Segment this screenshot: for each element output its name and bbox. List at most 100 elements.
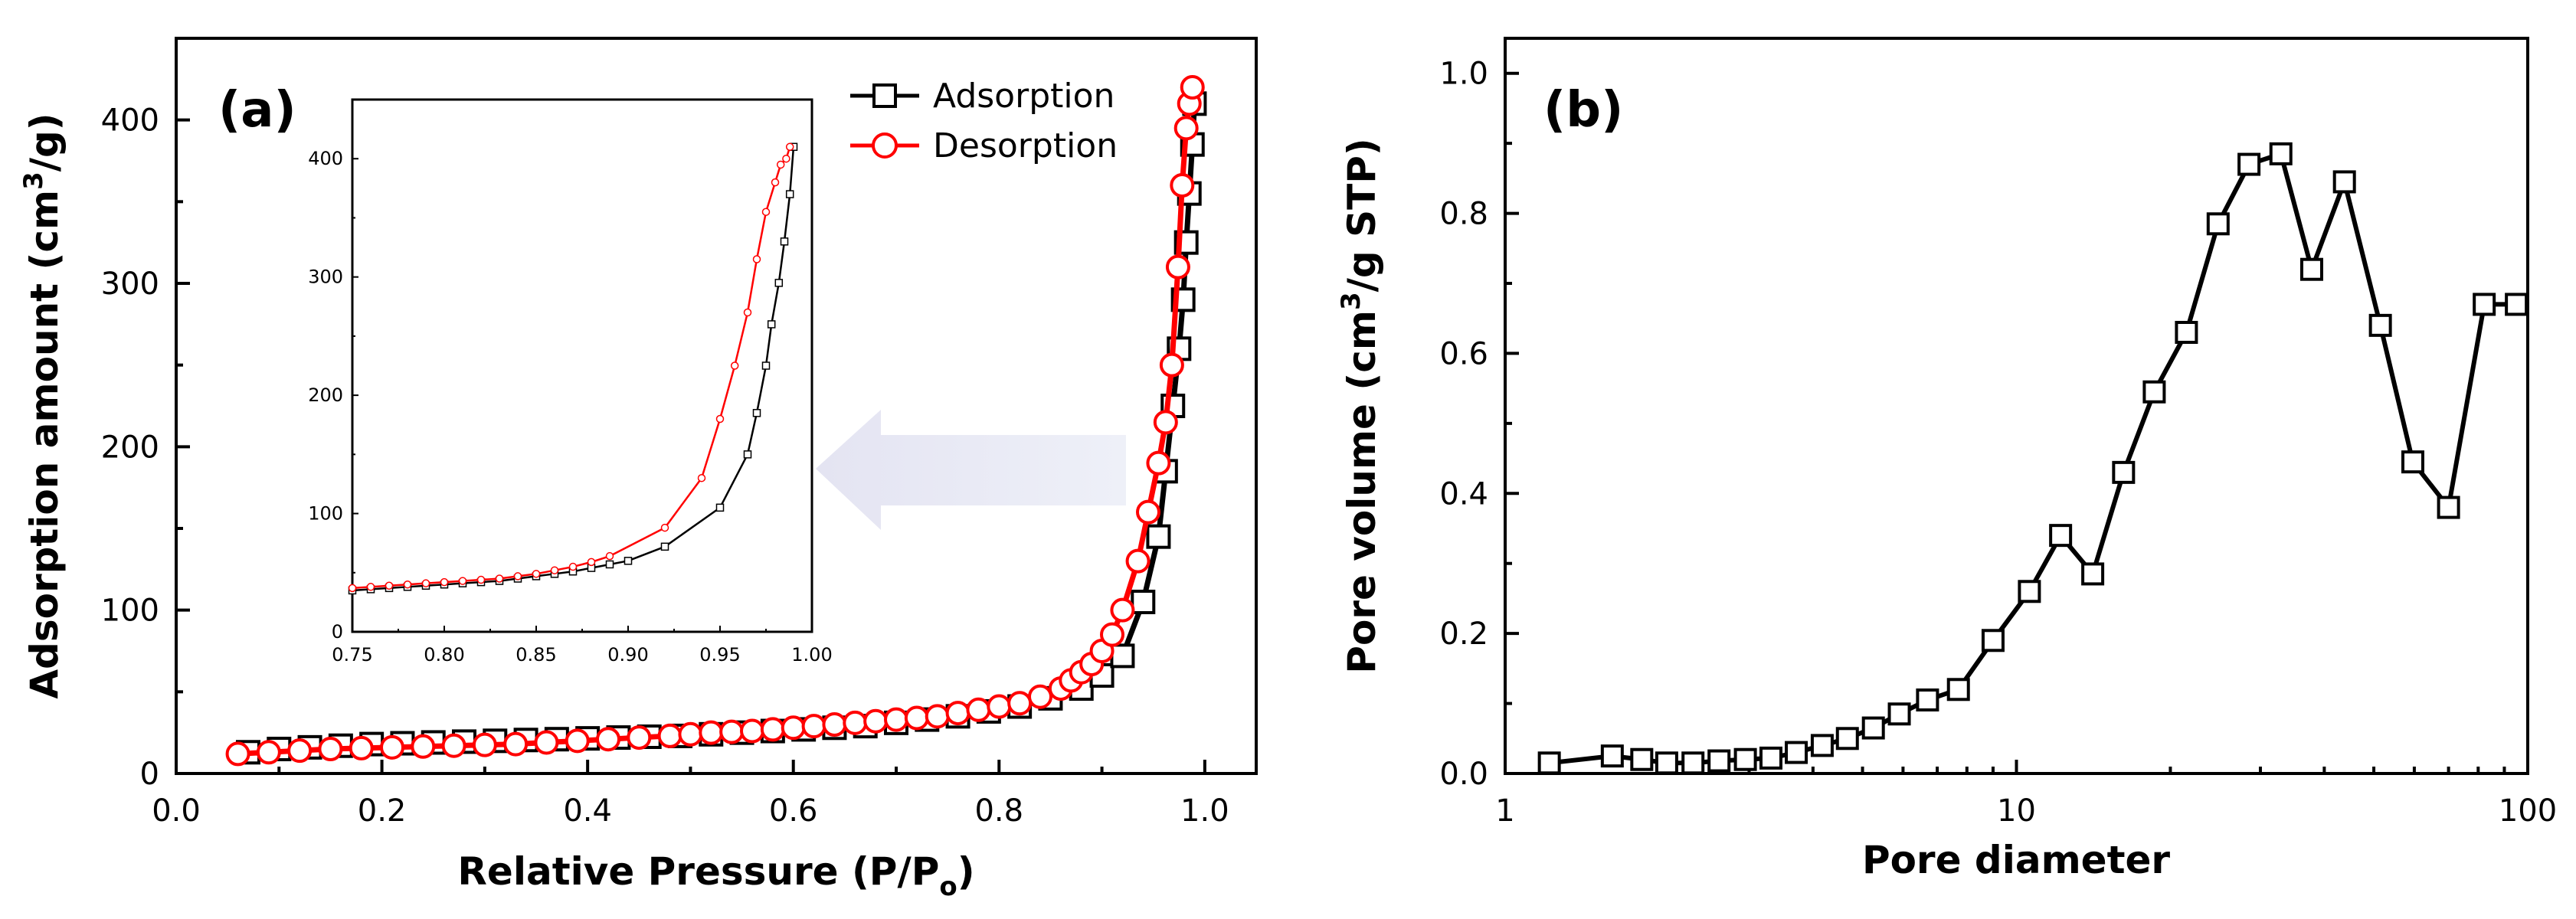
data-point [2332,170,2356,194]
data-point [743,450,752,459]
data-point [660,542,669,551]
y-tick-label: 1.0 [1439,57,1488,92]
data-point [605,560,614,569]
legend-adsorption-label: Adsorption [933,77,1115,116]
panel-a-x-axis: 0.0 0.2 0.4 0.6 0.8 1.0 [152,760,1229,829]
y-tick-label: 300 [101,267,159,302]
data-point [2206,212,2230,236]
data-point [715,414,725,424]
x-tick-label: 0.90 [607,644,648,666]
data-point [2112,460,2136,484]
y-tick-label: 400 [308,148,343,169]
data-point [781,715,806,741]
panel-a-x-axis-label: Relative Pressure (P/Po) [457,849,974,902]
data-point [801,714,826,739]
data-point [1146,524,1171,549]
data-point [348,584,357,593]
data-point [366,583,375,591]
data-point [2401,450,2424,474]
inset-frame [351,98,813,633]
data-point [534,730,559,755]
panel-b-y-axis-label: Pore volume (cm3/g STP) [1336,138,1384,673]
data-point [767,320,776,329]
y-tick-label: 0.0 [1439,757,1488,792]
data-point [1916,688,1939,711]
data-point [966,697,991,722]
panel-b-y-axis: 0.0 0.2 0.4 0.6 0.8 1.0 [1439,57,1519,792]
data-point [421,579,430,587]
arrow-to-inset-shape [816,410,1126,530]
data-point [780,237,789,246]
data-point [565,728,590,754]
data-point [2505,293,2529,316]
data-point [822,712,847,737]
data-point [318,737,343,761]
y-tick-label: 100 [101,594,159,629]
series-line [1549,151,2517,766]
data-point [1655,751,1678,775]
data-point [2473,293,2496,316]
y-tick-label: 0.4 [1439,476,1488,512]
data-point [1173,116,1199,141]
x-tick-label: 10 [1997,793,2036,829]
x-tick-label: 0.6 [769,793,818,829]
data-point [2368,313,2392,337]
data-point [256,740,281,765]
data-point [782,154,790,163]
legend-desorption-label: Desorption [933,126,1118,165]
data-point [715,503,725,512]
data-point [697,473,706,482]
panel-a-y-axis: 0 100 200 300 400 [101,103,190,792]
panel-b: 1 10 100 0.0 0.2 0.4 0.6 0.8 1.0 (b) Pore diame… [1336,37,2557,882]
data-point [1153,410,1178,435]
data-point [1173,230,1199,255]
data-point [740,718,764,744]
data-point [945,701,971,726]
data-point [411,734,436,759]
data-point [587,558,596,567]
legend-desorption-marker [872,132,898,159]
data-point [1165,254,1190,280]
data-point [1733,747,1757,771]
data-point [1681,751,1705,775]
data-point [699,720,724,745]
inset-axes: 0.75 0.80 0.85 0.90 0.95 1.00 0 100 200 300 400 [308,148,833,666]
data-point [863,708,889,734]
data-point [752,255,761,263]
data-point [761,361,771,370]
panel-b-series [1537,142,2529,775]
data-point [1180,75,1205,100]
data-point [1810,734,1834,757]
data-point [441,733,466,758]
data-point [1136,499,1160,525]
data-point [776,160,785,169]
data-point [1835,727,1859,751]
data-point [771,178,780,187]
panel-a: 0.0 0.2 0.4 0.6 0.8 1.0 0 100 200 300 400 (a) Rel… [18,37,1258,902]
data-point [568,562,578,571]
y-tick-label: 200 [308,384,343,406]
data-point [761,208,771,216]
data-point [627,725,652,751]
data-point [2237,152,2261,176]
data-point [743,308,752,317]
data-point [884,707,908,732]
x-tick-label: 1.0 [1180,793,1229,829]
data-point [596,727,620,752]
data-point [1981,629,2005,652]
x-tick-label: 100 [2499,793,2557,829]
data-point [605,551,614,561]
data-point [843,710,868,735]
data-point [1100,622,1124,647]
x-tick-label: 0.8 [974,793,1023,829]
data-point [785,190,794,198]
data-point [752,409,761,417]
data-point [1861,716,1885,740]
data-point [1887,702,1911,726]
data-point [2437,495,2460,519]
panel-b-frame [1504,37,2529,775]
y-tick-label: 0 [140,757,159,792]
panel-b-x-axis-label: Pore diameter [1862,838,2170,882]
data-point [1946,678,1970,702]
